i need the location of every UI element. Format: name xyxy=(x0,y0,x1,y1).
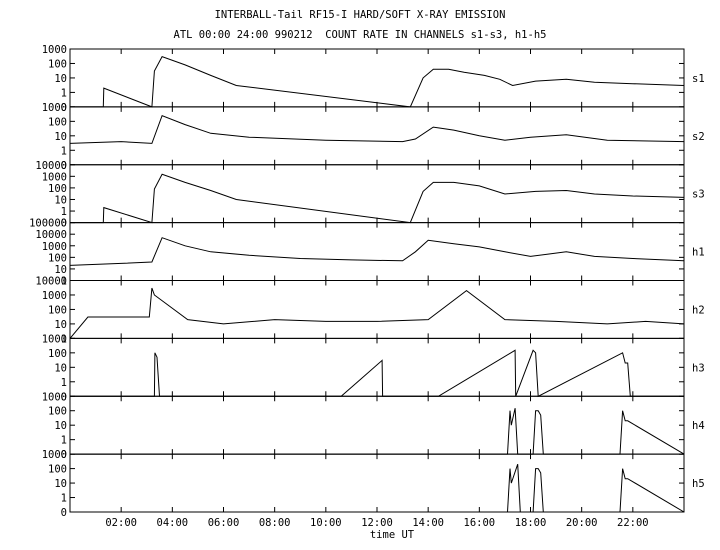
x-tick-label: 02:00 xyxy=(105,517,137,529)
x-tick-label: 18:00 xyxy=(515,517,547,529)
panel-label-h4: h4 xyxy=(692,420,705,432)
x-tick-label: 22:00 xyxy=(617,517,649,529)
series-line-s1 xyxy=(70,55,685,108)
y-tick-label-s3: 1 xyxy=(61,206,67,218)
series-line-h4 xyxy=(70,408,685,455)
x-tick-label: 16:00 xyxy=(464,517,496,529)
y-tick-label-h4: 1000 xyxy=(42,391,67,403)
y-tick-label-h5: 1 xyxy=(61,493,67,505)
y-tick-label-h3: 1000 xyxy=(42,333,67,345)
panel-label-h5: h5 xyxy=(692,478,705,490)
y-tick-label-h4: 10 xyxy=(54,420,67,432)
panel-label-s3: s3 xyxy=(692,189,705,201)
series-line-h2 xyxy=(69,287,685,339)
series-line-h3 xyxy=(70,349,684,398)
y-tick-label-s2: 1 xyxy=(61,145,67,157)
y-tick-label-h1: 100 xyxy=(48,252,67,264)
y-tick-label-h4: 100 xyxy=(48,406,67,418)
y-tick-label-s3: 0 xyxy=(61,218,67,230)
panel-label-s2: s2 xyxy=(692,131,705,143)
y-tick-label-s2: 10 xyxy=(54,131,67,143)
y-tick-label-h3: 0 xyxy=(61,391,67,403)
y-tick-label-h1: 1 xyxy=(61,276,67,288)
panel-frame-h2 xyxy=(69,280,685,339)
series-line-h1 xyxy=(69,237,685,266)
chart-subtitle: ATL 00:00 24:00 990212 COUNT RATE IN CHA… xyxy=(173,29,547,41)
x-tick-label: 12:00 xyxy=(361,517,393,529)
y-tick-label-h2: 1000 xyxy=(42,290,67,302)
y-tick-label-s3: 10000 xyxy=(35,160,67,172)
y-tick-label-h3: 1 xyxy=(61,377,67,389)
panel-frame-h1 xyxy=(69,222,685,281)
x-tick-label: 08:00 xyxy=(259,517,291,529)
y-tick-label-s1: 1 xyxy=(61,87,67,99)
y-tick-label-h5: 10 xyxy=(54,478,67,490)
y-tick-label-h5: 100 xyxy=(48,464,67,476)
panel-label-s1: s1 xyxy=(692,73,705,85)
chart-title: INTERBALL-Tail RF15-I HARD/SOFT X-RAY EM… xyxy=(214,9,506,21)
y-tick-label-h4: 0 xyxy=(61,449,67,461)
panel-label-h3: h3 xyxy=(692,362,705,374)
y-tick-label-s2: 0 xyxy=(61,160,67,172)
panel-label-h1: h1 xyxy=(692,247,705,259)
x-tick-label: 14:00 xyxy=(412,517,444,529)
y-tick-label-h1: 10000 xyxy=(35,229,67,241)
y-tick-label-h4: 1 xyxy=(61,435,67,447)
y-tick-label-s3: 1000 xyxy=(42,171,67,183)
y-tick-label-h2: 100 xyxy=(48,304,67,316)
series-line-h5 xyxy=(70,464,685,513)
y-tick-label-h5: 1000 xyxy=(42,449,67,461)
x-tick-label: 10:00 xyxy=(310,517,342,529)
y-tick-label-s3: 10 xyxy=(54,194,67,206)
y-tick-label-s2: 100 xyxy=(48,116,67,128)
x-tick-label: 06:00 xyxy=(208,517,240,529)
y-tick-label-h2: 1 xyxy=(61,333,67,345)
y-tick-label-h3: 100 xyxy=(48,348,67,360)
panel-frame-s1 xyxy=(69,48,685,108)
y-tick-label-h5: 0 xyxy=(61,507,67,519)
x-tick-label: 20:00 xyxy=(566,517,598,529)
x-tick-label: 04:00 xyxy=(157,517,189,529)
y-tick-label-s2: 1000 xyxy=(42,102,67,114)
series-line-s3 xyxy=(70,173,685,224)
y-tick-label-s1: 100 xyxy=(48,58,67,70)
x-axis-label: time UT xyxy=(370,529,415,541)
panel-frame-h5 xyxy=(69,453,685,513)
y-tick-label-h2: 10 xyxy=(54,319,67,331)
panel-frame-h3 xyxy=(69,337,685,397)
y-tick-label-h3: 10 xyxy=(54,362,67,374)
panel-label-h2: h2 xyxy=(692,304,705,316)
y-tick-label-s1: 0 xyxy=(61,102,67,114)
y-tick-label-s3: 100 xyxy=(48,183,67,195)
y-tick-label-h1: 10 xyxy=(54,264,67,276)
y-tick-label-s1: 10 xyxy=(54,73,67,85)
y-tick-label-s1: 1000 xyxy=(42,44,67,56)
panel-frame-h4 xyxy=(69,395,685,455)
y-tick-label-h1: 1000 xyxy=(42,241,67,253)
y-tick-label-h2: 10000 xyxy=(35,276,67,288)
series-line-s2 xyxy=(69,114,685,144)
y-tick-label-h1: 100000 xyxy=(29,218,67,230)
